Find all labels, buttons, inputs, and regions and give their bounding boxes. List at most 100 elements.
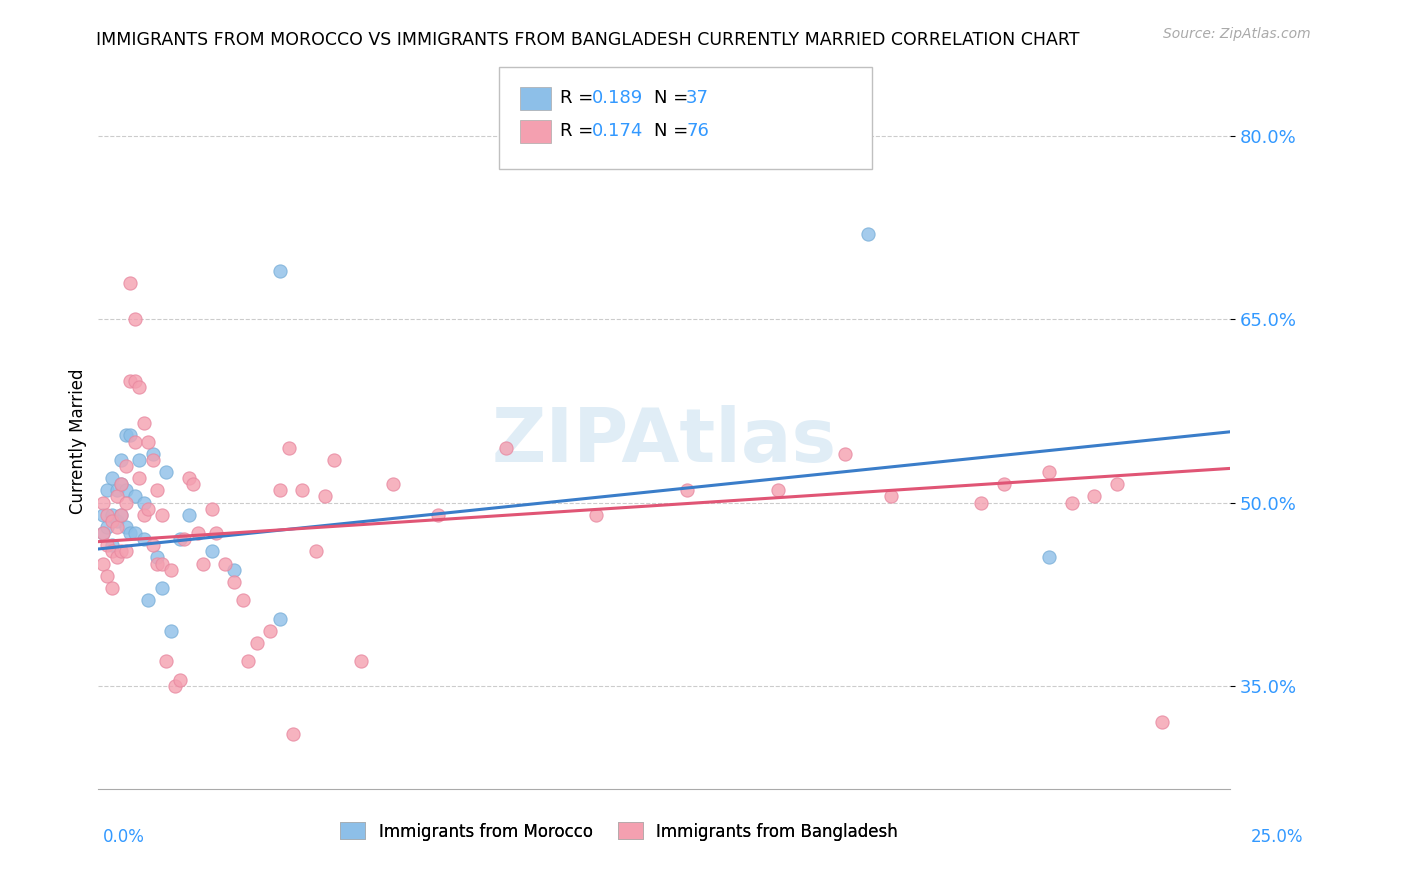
Point	[155, 654, 177, 668]
Point	[259, 624, 281, 638]
Point	[105, 483, 128, 498]
Point	[101, 508, 124, 522]
Point	[91, 508, 114, 522]
Point	[96, 569, 118, 583]
Point	[269, 263, 291, 277]
Point	[305, 544, 328, 558]
Point	[124, 434, 146, 449]
Point	[150, 581, 173, 595]
Point	[110, 544, 132, 558]
Point	[173, 532, 195, 546]
Point	[91, 557, 114, 571]
Point	[132, 532, 155, 546]
Point	[1038, 465, 1060, 479]
Point	[146, 550, 169, 565]
Point	[187, 526, 209, 541]
Text: 0.174: 0.174	[592, 122, 644, 140]
Point	[177, 508, 200, 522]
Point	[96, 520, 118, 534]
Point	[128, 379, 150, 393]
Point	[856, 227, 879, 241]
Point	[142, 538, 165, 552]
Point	[114, 483, 136, 498]
Point	[269, 483, 291, 498]
Point	[101, 544, 124, 558]
Point	[101, 581, 124, 595]
Point	[269, 611, 291, 625]
Point	[128, 453, 150, 467]
Text: 76: 76	[686, 122, 709, 140]
Point	[96, 508, 118, 522]
Point	[114, 495, 136, 509]
Point	[96, 538, 118, 552]
Point	[246, 636, 269, 650]
Text: ZIPAtlas: ZIPAtlas	[492, 405, 837, 478]
Point	[993, 477, 1015, 491]
Legend: Immigrants from Morocco, Immigrants from Bangladesh: Immigrants from Morocco, Immigrants from…	[333, 815, 904, 847]
Text: N =: N =	[654, 89, 693, 107]
Point	[191, 557, 214, 571]
Point	[110, 477, 132, 491]
Point	[224, 574, 246, 589]
Point	[201, 544, 224, 558]
Point	[128, 471, 150, 485]
Point	[136, 434, 159, 449]
Text: 0.0%: 0.0%	[103, 828, 145, 846]
Point	[150, 557, 173, 571]
Point	[1083, 490, 1105, 504]
Point	[120, 276, 142, 290]
Point	[236, 654, 259, 668]
Point	[1152, 715, 1174, 730]
Point	[205, 526, 228, 541]
Point	[105, 514, 128, 528]
Text: R =: R =	[560, 122, 599, 140]
Point	[132, 495, 155, 509]
Point	[169, 673, 191, 687]
Point	[585, 508, 607, 522]
Point	[314, 490, 336, 504]
Point	[124, 312, 146, 326]
Point	[114, 544, 136, 558]
Point	[110, 453, 132, 467]
Point	[183, 477, 205, 491]
Point	[291, 483, 314, 498]
Point	[224, 563, 246, 577]
Point	[322, 453, 344, 467]
Point	[120, 428, 142, 442]
Point	[110, 477, 132, 491]
Point	[120, 526, 142, 541]
Point	[1107, 477, 1129, 491]
Point	[495, 441, 517, 455]
Point	[146, 557, 169, 571]
Point	[101, 471, 124, 485]
Point	[160, 624, 183, 638]
Point	[150, 508, 173, 522]
Point	[120, 374, 142, 388]
Text: N =: N =	[654, 122, 693, 140]
Point	[766, 483, 789, 498]
Point	[1038, 550, 1060, 565]
Point	[350, 654, 373, 668]
Point	[146, 483, 169, 498]
Point	[160, 563, 183, 577]
Y-axis label: Currently Married: Currently Married	[69, 368, 87, 515]
Point	[155, 465, 177, 479]
Point	[1060, 495, 1083, 509]
Point	[970, 495, 993, 509]
Point	[91, 526, 114, 541]
Point	[232, 593, 254, 607]
Point	[91, 495, 114, 509]
Point	[281, 727, 304, 741]
Point	[114, 520, 136, 534]
Point	[277, 441, 299, 455]
Point	[124, 526, 146, 541]
Point	[136, 593, 159, 607]
Point	[114, 428, 136, 442]
Point	[124, 490, 146, 504]
Text: 0.189: 0.189	[592, 89, 643, 107]
Point	[165, 679, 187, 693]
Point	[834, 447, 856, 461]
Text: Source: ZipAtlas.com: Source: ZipAtlas.com	[1163, 27, 1310, 41]
Point	[132, 508, 155, 522]
Point	[114, 458, 136, 473]
